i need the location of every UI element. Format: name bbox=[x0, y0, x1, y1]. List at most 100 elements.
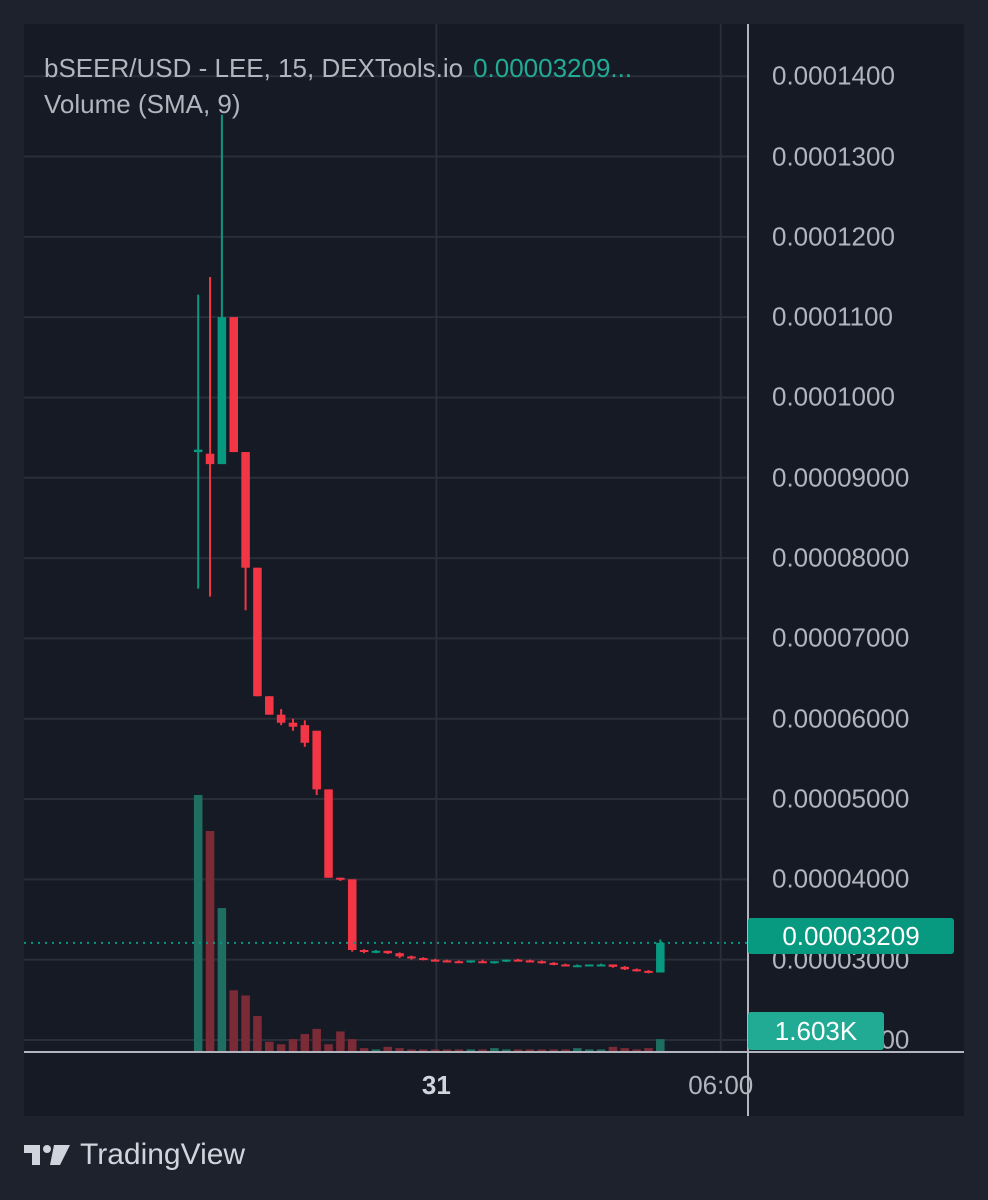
candle-body bbox=[478, 961, 487, 964]
y-tick-label: 0.00008000 bbox=[772, 542, 910, 573]
tradingview-branding[interactable]: TradingView bbox=[24, 1138, 245, 1172]
volume-bar bbox=[596, 1049, 606, 1052]
volume-bar bbox=[478, 1049, 487, 1052]
volume-bar bbox=[276, 1044, 286, 1052]
volume-bar bbox=[217, 908, 227, 1052]
candle-body bbox=[513, 959, 523, 962]
y-tick-label: 0.0001200 bbox=[772, 221, 895, 252]
x-tick-label: 31 bbox=[421, 1070, 451, 1100]
volume-bar bbox=[359, 1048, 369, 1052]
volume-bar bbox=[193, 795, 203, 1052]
volume-bar bbox=[608, 1046, 618, 1052]
candle-body bbox=[490, 961, 499, 964]
candle-body bbox=[265, 696, 274, 715]
candle-body bbox=[205, 453, 215, 465]
candle-body bbox=[336, 877, 345, 880]
candle-body bbox=[193, 449, 203, 453]
candle-body bbox=[288, 722, 298, 727]
volume-bar bbox=[253, 1016, 262, 1052]
volume-bar bbox=[454, 1049, 464, 1052]
candle-body bbox=[407, 956, 416, 959]
y-tick-label: 0.0001000 bbox=[772, 381, 895, 412]
candle-body bbox=[573, 965, 582, 968]
candle-body bbox=[454, 961, 464, 964]
candle-body bbox=[502, 959, 511, 962]
candle-body bbox=[632, 969, 641, 972]
candle-body bbox=[395, 953, 404, 957]
volume-bar bbox=[466, 1049, 475, 1052]
y-tick-label: 0.0001300 bbox=[772, 141, 895, 172]
tradingview-brand-label: TradingView bbox=[80, 1138, 246, 1171]
volume-bar bbox=[513, 1049, 523, 1052]
volume-bar bbox=[430, 1049, 440, 1052]
volume-bar bbox=[383, 1046, 393, 1052]
legend-last-price: 0.00003209... bbox=[473, 53, 633, 83]
candle-body bbox=[537, 961, 547, 964]
volume-bar bbox=[205, 830, 215, 1052]
volume-bar bbox=[265, 1041, 274, 1052]
candle-body bbox=[383, 950, 393, 954]
volume-bar bbox=[288, 1039, 298, 1052]
y-tick-label: 0.00009000 bbox=[772, 462, 910, 493]
volume-bar bbox=[537, 1049, 547, 1052]
candle-body bbox=[656, 942, 665, 973]
candle-body bbox=[608, 964, 618, 967]
volume-bar bbox=[241, 995, 250, 1052]
indicator-title[interactable]: Volume (SMA, 9) bbox=[44, 89, 241, 119]
candle-body bbox=[253, 567, 262, 697]
chart-legend: bSEER/USD - LEE, 15, DEXTools.io 0.000032… bbox=[44, 50, 632, 122]
volume-bar bbox=[347, 1039, 357, 1052]
y-tick-label: 0.00004000 bbox=[772, 863, 910, 894]
volume-bar bbox=[419, 1049, 428, 1052]
volume-bar bbox=[573, 1048, 582, 1052]
volume-bar bbox=[644, 1048, 653, 1052]
candle-body bbox=[359, 950, 369, 953]
candle-body bbox=[442, 960, 452, 963]
candle-body bbox=[347, 879, 357, 951]
volume-bar bbox=[632, 1049, 641, 1052]
tradingview-logo-icon bbox=[24, 1145, 70, 1165]
volume-bar bbox=[407, 1049, 416, 1052]
volume-bar bbox=[312, 1028, 321, 1052]
y-tick-label: 0.0001100 bbox=[772, 301, 893, 332]
candle-body bbox=[596, 964, 606, 967]
volume-bar bbox=[549, 1049, 558, 1052]
candle-body bbox=[430, 959, 440, 962]
volume-bar bbox=[490, 1048, 499, 1052]
candle-body bbox=[620, 966, 630, 970]
candle-body bbox=[561, 964, 570, 967]
volume-bar bbox=[502, 1049, 511, 1052]
candle-body bbox=[584, 964, 594, 967]
candle-body bbox=[300, 725, 310, 743]
last-price-badge: 0.00003209 bbox=[748, 918, 954, 954]
last-volume-badge: 1.603K bbox=[748, 1012, 884, 1050]
y-tick-label: 0.00007000 bbox=[772, 622, 910, 653]
volume-bar bbox=[620, 1048, 630, 1052]
volume-bar bbox=[442, 1049, 452, 1052]
volume-bar bbox=[336, 1031, 345, 1052]
candle-body bbox=[324, 789, 333, 878]
candle-body bbox=[549, 962, 558, 965]
candle-body bbox=[419, 958, 428, 961]
x-tick-label: 06:00 bbox=[688, 1070, 754, 1100]
volume-bar bbox=[300, 1034, 310, 1052]
candle-body bbox=[241, 452, 250, 568]
candle-body bbox=[466, 960, 475, 963]
y-tick-label: 0.0001400 bbox=[772, 60, 895, 91]
volume-bar bbox=[371, 1049, 381, 1052]
y-tick-label: 0.00005000 bbox=[772, 783, 910, 814]
candle-body bbox=[276, 714, 286, 723]
volume-bar bbox=[324, 1044, 333, 1052]
volume-bar bbox=[229, 990, 239, 1052]
volume-bar bbox=[561, 1049, 570, 1052]
volume-bar bbox=[395, 1048, 404, 1052]
candle-body bbox=[217, 317, 227, 465]
candle-body bbox=[371, 950, 381, 953]
volume-bar bbox=[584, 1049, 594, 1052]
candle-body bbox=[229, 317, 239, 453]
volume-bar bbox=[656, 1039, 665, 1052]
symbol-title[interactable]: bSEER/USD - LEE, 15, DEXTools.io bbox=[44, 53, 464, 83]
candle-body bbox=[644, 970, 653, 973]
volume-bar bbox=[525, 1049, 535, 1052]
